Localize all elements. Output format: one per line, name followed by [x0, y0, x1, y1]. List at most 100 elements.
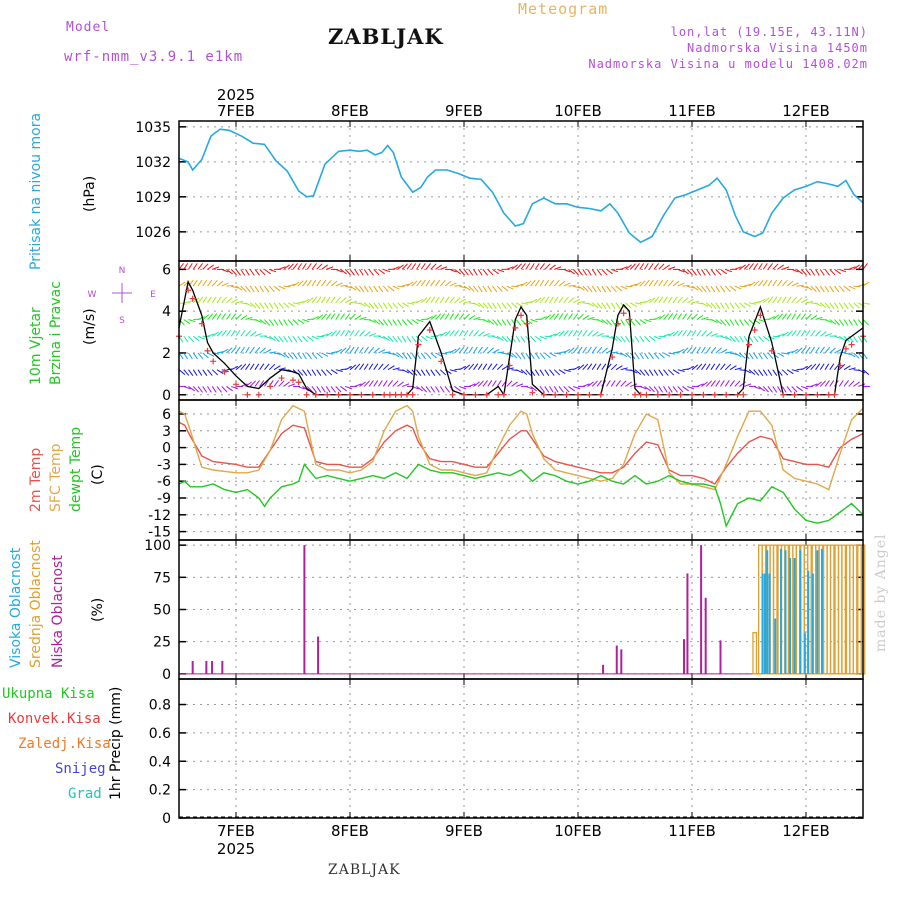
wind-barb — [520, 335, 526, 343]
wind-barb — [259, 269, 266, 276]
wind-barb — [791, 296, 798, 304]
wind-barb — [596, 363, 602, 370]
wind-barb — [202, 279, 208, 287]
wind-marker — [404, 391, 410, 398]
wind-barb — [625, 381, 632, 387]
wind-barb — [710, 269, 716, 276]
wind-barb — [321, 369, 327, 376]
wind-barb — [734, 335, 740, 343]
wind-barb — [416, 335, 423, 343]
wind-barb — [758, 263, 763, 270]
wind-barb — [226, 297, 233, 304]
wind-barb — [378, 380, 383, 387]
year-label-bottom: 2025 — [217, 840, 255, 858]
wind-barb — [791, 369, 799, 373]
wind-barb — [477, 302, 485, 309]
wind-barb — [810, 269, 816, 276]
wind-marker — [409, 391, 416, 398]
wind-barb — [444, 296, 450, 304]
wind-barb — [658, 263, 665, 270]
wind-barb — [667, 296, 673, 304]
wind-barb — [539, 296, 546, 304]
wind-barb — [720, 335, 728, 339]
wind-barb — [539, 352, 546, 360]
wind-barb — [610, 302, 616, 310]
wind-barb — [316, 369, 322, 376]
wind-barb — [211, 369, 219, 376]
wind-barb — [606, 285, 612, 293]
wind-barb — [506, 285, 514, 290]
wind-barb — [487, 347, 494, 354]
wind-barb — [534, 263, 540, 270]
wind-barb — [335, 348, 343, 354]
y-tick-label: 0.6 — [149, 726, 171, 742]
legend-grad: Grad — [68, 786, 102, 802]
wind-barbs — [178, 263, 871, 393]
wind-barb — [268, 285, 275, 293]
wind-barb — [630, 383, 638, 387]
wind-barb — [245, 330, 252, 337]
wind-barb — [254, 302, 261, 309]
wind-barb — [506, 380, 513, 387]
wind-barb — [644, 263, 649, 270]
wind-barb — [781, 280, 788, 287]
wind-barb — [801, 298, 808, 304]
wind-barb — [758, 298, 766, 304]
wind-barb — [368, 285, 374, 293]
wind-barb — [577, 329, 583, 337]
wind-barb — [658, 279, 664, 287]
wind-barb — [416, 263, 421, 270]
x-day-label-top: 8FEB — [331, 102, 369, 120]
wind-barb — [373, 347, 380, 354]
legend-ukupna-kisa: Ukupna Kisa — [2, 686, 95, 702]
wind-barb — [278, 266, 286, 270]
wind-barb — [796, 284, 804, 287]
wind-barb — [231, 285, 239, 289]
wind-barb — [230, 269, 237, 276]
x-day-label-bottom: 10FEB — [554, 822, 601, 840]
wind-barb — [696, 363, 703, 371]
wind-barb — [240, 363, 247, 371]
wind-barb — [734, 266, 742, 270]
wind-barb — [245, 316, 253, 321]
wind-marker — [632, 391, 638, 398]
wind-barb — [416, 319, 424, 323]
wind-barb — [530, 319, 538, 323]
wind-barb — [525, 385, 533, 390]
compass-west: W — [88, 290, 97, 300]
wind-barb — [658, 314, 666, 320]
wind-barb — [753, 263, 759, 270]
wind-barb — [625, 285, 633, 288]
wind-barb — [834, 335, 842, 339]
wind-marker — [495, 391, 502, 398]
wind-barb — [382, 363, 390, 371]
wind-barb — [838, 319, 845, 326]
x-day-label-bottom: 9FEB — [445, 822, 483, 840]
wind-barb — [231, 366, 239, 371]
wind-barb — [582, 363, 589, 371]
wind-marker — [563, 391, 570, 398]
wind-barb — [188, 263, 193, 270]
wind-barb — [777, 296, 782, 304]
cloud-bar-mid — [795, 544, 801, 675]
wind-barb — [829, 363, 835, 370]
wind-barb — [387, 285, 395, 292]
wind-barb — [401, 335, 407, 343]
wind-marker — [398, 391, 405, 398]
wind-barb — [259, 319, 267, 325]
wind-barb — [306, 263, 312, 270]
wind-barb — [178, 369, 186, 375]
wind-barb — [720, 319, 727, 326]
wind-barb — [748, 302, 757, 305]
wind-barb — [349, 300, 358, 304]
wind-barb — [221, 268, 229, 273]
wind-barb — [325, 386, 331, 393]
wind-barb — [354, 363, 361, 371]
wind-barb — [796, 347, 803, 354]
wind-marker — [643, 391, 650, 398]
wind-barb — [591, 285, 597, 293]
wind-barb — [363, 380, 370, 387]
wind-barb — [363, 346, 369, 354]
wind-barb — [606, 335, 614, 339]
wind-barb — [468, 363, 475, 371]
